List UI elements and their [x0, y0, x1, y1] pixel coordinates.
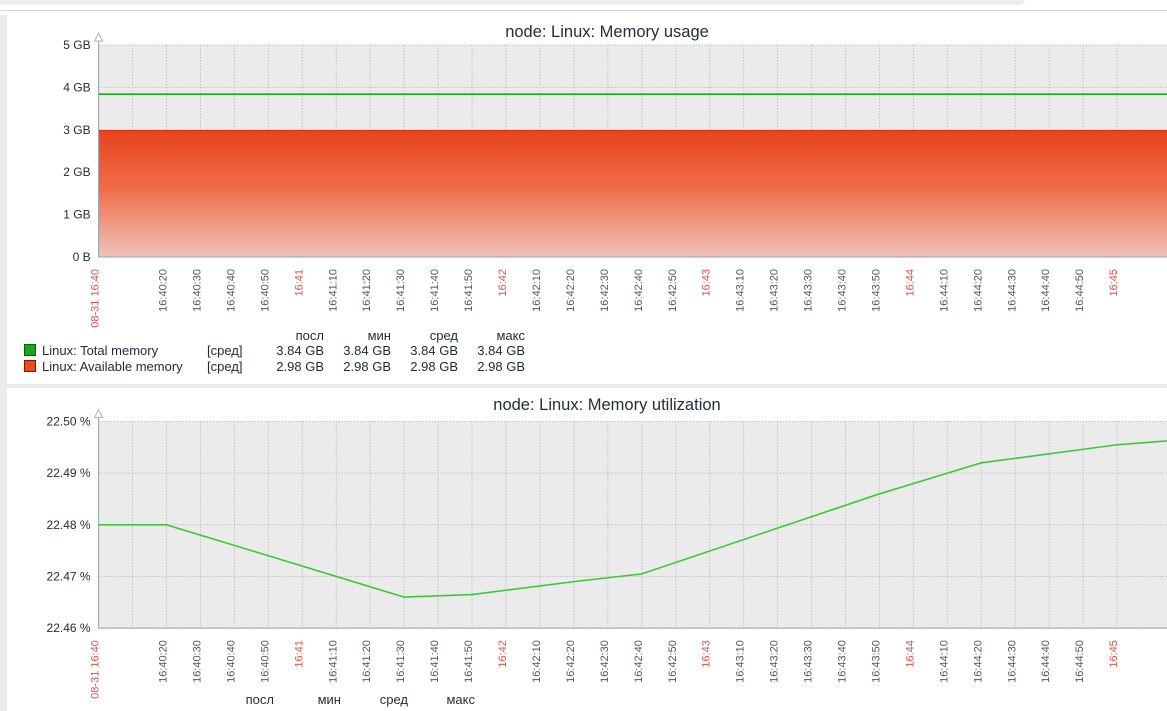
- svg-text:16:42:50: 16:42:50: [667, 640, 679, 683]
- svg-text:16:40:40: 16:40:40: [225, 269, 237, 312]
- svg-text:16:42:40: 16:42:40: [633, 269, 645, 312]
- svg-text:16:43:50: 16:43:50: [870, 269, 882, 312]
- svg-text:16:42:10: 16:42:10: [531, 640, 543, 683]
- svg-text:2 GB: 2 GB: [63, 165, 90, 179]
- svg-text:16:44:40: 16:44:40: [1040, 269, 1052, 312]
- svg-text:08-31 16:40: 08-31 16:40: [90, 269, 102, 328]
- svg-text:16:43: 16:43: [701, 269, 713, 297]
- svg-text:16:41:40: 16:41:40: [429, 640, 441, 683]
- svg-text:16:43:30: 16:43:30: [803, 269, 815, 312]
- svg-text:16:41:30: 16:41:30: [395, 269, 407, 312]
- svg-text:0 B: 0 B: [73, 250, 91, 264]
- svg-text:16:42:30: 16:42:30: [599, 269, 611, 312]
- svg-text:16:41: 16:41: [293, 269, 305, 297]
- svg-text:16:44: 16:44: [904, 269, 916, 297]
- svg-text:16:42:20: 16:42:20: [565, 269, 577, 312]
- svg-text:16:44:50: 16:44:50: [1074, 269, 1086, 312]
- svg-text:22.47 %: 22.47 %: [47, 569, 91, 583]
- svg-text:16:40:30: 16:40:30: [191, 269, 203, 312]
- svg-text:22.46 %: 22.46 %: [47, 621, 91, 635]
- svg-text:16:41:50: 16:41:50: [463, 640, 475, 683]
- svg-text:16:41:20: 16:41:20: [361, 269, 373, 312]
- svg-text:16:44:40: 16:44:40: [1040, 640, 1052, 683]
- svg-text:16:42:10: 16:42:10: [531, 269, 543, 312]
- svg-text:16:43: 16:43: [701, 640, 713, 668]
- svg-text:16:43:30: 16:43:30: [803, 640, 815, 683]
- svg-text:16:42:50: 16:42:50: [667, 269, 679, 312]
- svg-text:5 GB: 5 GB: [63, 38, 90, 52]
- svg-text:16:40:50: 16:40:50: [259, 269, 271, 312]
- svg-text:22.50 %: 22.50 %: [47, 414, 91, 428]
- svg-text:16:44:30: 16:44:30: [1006, 640, 1018, 683]
- svg-text:16:43:20: 16:43:20: [769, 269, 781, 312]
- svg-text:22.49 %: 22.49 %: [47, 466, 91, 480]
- svg-text:16:45: 16:45: [1108, 640, 1120, 668]
- svg-text:16:44:50: 16:44:50: [1074, 640, 1086, 683]
- svg-text:16:42:40: 16:42:40: [633, 640, 645, 683]
- svg-text:16:44:30: 16:44:30: [1006, 269, 1018, 312]
- svg-text:16:41:40: 16:41:40: [429, 269, 441, 312]
- svg-text:16:44:10: 16:44:10: [938, 640, 950, 683]
- svg-text:1 GB: 1 GB: [63, 207, 90, 221]
- svg-text:22.48 %: 22.48 %: [47, 518, 91, 532]
- svg-text:16:41:50: 16:41:50: [463, 269, 475, 312]
- svg-text:16:42:30: 16:42:30: [599, 640, 611, 683]
- svg-text:16:40:40: 16:40:40: [225, 640, 237, 683]
- svg-text:16:41:10: 16:41:10: [327, 640, 339, 683]
- svg-text:16:42: 16:42: [497, 640, 509, 668]
- svg-text:16:41: 16:41: [293, 640, 305, 668]
- svg-text:16:40:30: 16:40:30: [191, 640, 203, 683]
- svg-text:16:43:10: 16:43:10: [735, 640, 747, 683]
- svg-text:16:44:20: 16:44:20: [972, 269, 984, 312]
- svg-text:16:42:20: 16:42:20: [565, 640, 577, 683]
- svg-text:16:43:40: 16:43:40: [837, 269, 849, 312]
- svg-text:16:40:50: 16:40:50: [259, 640, 271, 683]
- svg-text:16:44:20: 16:44:20: [972, 640, 984, 683]
- svg-text:16:43:20: 16:43:20: [769, 640, 781, 683]
- svg-text:08-31 16:40: 08-31 16:40: [90, 640, 102, 699]
- svg-text:16:43:40: 16:43:40: [837, 640, 849, 683]
- svg-text:16:43:10: 16:43:10: [735, 269, 747, 312]
- svg-text:16:40:20: 16:40:20: [158, 269, 170, 312]
- svg-text:16:43:50: 16:43:50: [870, 640, 882, 683]
- svg-text:3 GB: 3 GB: [63, 122, 90, 136]
- svg-text:16:41:10: 16:41:10: [327, 269, 339, 312]
- svg-text:16:44:10: 16:44:10: [938, 269, 950, 312]
- svg-text:4 GB: 4 GB: [63, 80, 90, 94]
- svg-text:16:41:30: 16:41:30: [395, 640, 407, 683]
- svg-text:16:44: 16:44: [904, 640, 916, 668]
- svg-text:16:40:20: 16:40:20: [158, 640, 170, 683]
- svg-text:16:42: 16:42: [497, 269, 509, 297]
- svg-text:16:41:20: 16:41:20: [361, 640, 373, 683]
- svg-text:16:45: 16:45: [1108, 269, 1120, 297]
